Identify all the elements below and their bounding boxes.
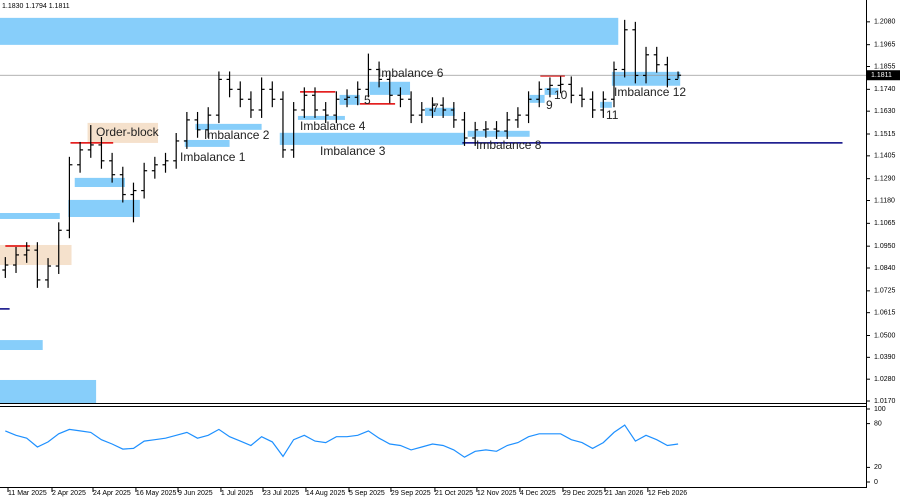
y-tick-label: 1.1065: [874, 220, 896, 227]
zone: [0, 244, 72, 266]
x-tick-label: 2 Apr 2025: [52, 490, 86, 497]
indicator-line: [5, 424, 679, 458]
y-tick-label: 1.1630: [874, 108, 896, 115]
last-price-box: [867, 70, 900, 81]
zone: [0, 379, 97, 403]
x-tick-label: 24 Apr 2025: [93, 490, 131, 497]
zone-label: Imbalance 3: [320, 144, 386, 158]
last-price-label: 1.1811: [871, 72, 892, 79]
header-quote: 1.1830 1.1794 1.1811: [2, 3, 70, 10]
zone: [339, 94, 360, 105]
y-tick-label: 1.0500: [874, 332, 896, 339]
y-tick-label: 1.0390: [874, 354, 896, 361]
x-tick-label: 21 Jan 2026: [605, 490, 644, 497]
zone: [87, 122, 159, 143]
zone-label: Imbalance 6: [378, 66, 444, 80]
y-tick-label: 1.1965: [874, 42, 896, 49]
zone-label: Imbalance 4: [300, 119, 366, 133]
zone-label: Order-block: [96, 125, 160, 139]
zone-label: Imbalance 12: [614, 85, 686, 99]
x-tick-label: 1 Jul 2025: [221, 490, 253, 497]
x-tick-label: 23 Jul 2025: [263, 490, 299, 497]
zone: [195, 123, 262, 130]
y-tick-label: 1.1405: [874, 153, 896, 160]
x-tick-label: 14 Aug 2025: [306, 490, 345, 497]
y-tick-label: 0: [874, 479, 878, 486]
zone-label: Imbalance 2: [204, 128, 270, 142]
y-tick-label: 1.2080: [874, 19, 896, 26]
zone: [600, 101, 612, 108]
x-tick-label: 29 Dec 2025: [563, 490, 603, 497]
y-tick-label: 20: [874, 464, 882, 471]
y-tick-label: 1.0840: [874, 265, 896, 272]
zone-label: 7: [432, 101, 439, 115]
zone-label: Imbalance 8: [476, 138, 542, 152]
x-tick-label: 9 Jun 2025: [178, 490, 213, 497]
zone: [297, 115, 345, 120]
y-tick-label: 80: [874, 420, 882, 427]
y-tick-label: 1.0615: [874, 310, 896, 317]
zone-label: 10: [554, 88, 568, 102]
y-tick-label: 1.1515: [874, 131, 896, 138]
y-tick-label: 1.1180: [874, 197, 895, 204]
zone: [74, 177, 125, 188]
zone: [0, 340, 43, 350]
zone-label: Imbalance 1: [180, 150, 246, 164]
y-tick-label: 1.1740: [874, 86, 896, 93]
y-tick-label: 1.0950: [874, 243, 896, 250]
x-tick-label: 12 Feb 2026: [648, 490, 687, 497]
x-tick-label: 11 Mar 2025: [8, 490, 47, 497]
y-tick-label: 1.1855: [874, 63, 896, 70]
y-tick-label: 1.0280: [874, 376, 896, 383]
zone: [424, 107, 455, 116]
y-tick-label: 1.1290: [874, 176, 896, 183]
zone: [467, 130, 530, 137]
zone-label: 9: [546, 98, 553, 112]
zone: [0, 213, 60, 219]
x-tick-label: 12 Nov 2025: [477, 490, 517, 497]
zone: [544, 87, 559, 95]
zone: [0, 17, 619, 45]
y-tick-label: 100: [874, 406, 886, 413]
zone: [184, 139, 230, 147]
x-tick-label: 29 Sep 2025: [391, 490, 431, 497]
zone-label: 5: [364, 93, 371, 107]
zone: [68, 199, 140, 217]
y-tick-label: 1.0170: [874, 398, 896, 405]
x-tick-label: 4 Dec 2025: [520, 490, 556, 497]
x-tick-label: 16 May 2025: [136, 490, 177, 497]
y-tick-label: 1.0725: [874, 288, 896, 295]
zone: [279, 132, 465, 145]
x-tick-label: 21 Oct 2025: [435, 490, 473, 497]
x-tick-label: 5 Sep 2025: [349, 490, 385, 497]
zone-label: 11: [606, 108, 619, 122]
